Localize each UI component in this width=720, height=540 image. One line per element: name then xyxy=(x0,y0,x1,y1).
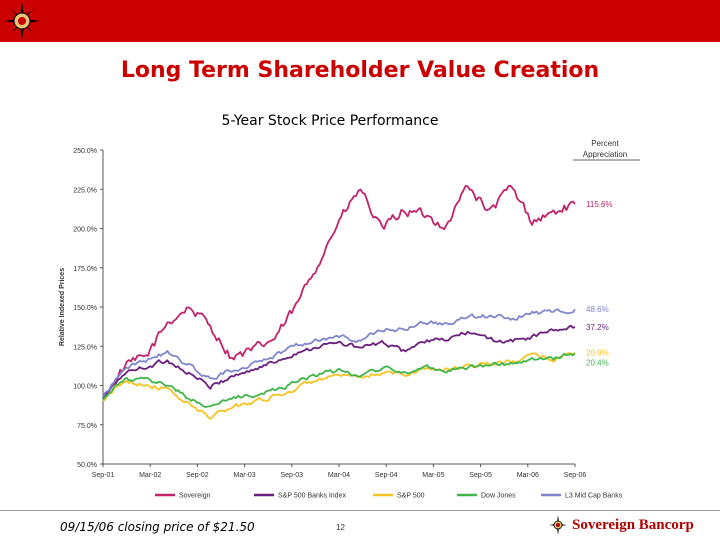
legend-label-l3midcapbanks: L3 Mid Cap Banks xyxy=(565,493,623,500)
x-tick-label: Mar-03 xyxy=(234,472,256,479)
x-tick-label: Sep-06 xyxy=(564,472,587,479)
legend-label-dowjones: Dow Jones xyxy=(481,493,516,500)
series-line-l3midcapbanks xyxy=(102,308,576,397)
page-number: 12 xyxy=(336,523,345,532)
legend-label-sovereign: Sovereign xyxy=(179,493,211,500)
x-tick-label: Sep-05 xyxy=(469,472,492,479)
x-tick-label: Mar-06 xyxy=(517,472,539,479)
x-tick-label: Sep-01 xyxy=(92,472,115,479)
y-tick-label: 250.0% xyxy=(73,148,97,155)
y-tick-label: 75.0% xyxy=(77,423,97,430)
series-line-sp500 xyxy=(102,352,576,420)
series-line-sp500banks xyxy=(102,324,576,399)
x-tick-label: Mar-02 xyxy=(139,472,161,479)
annotation-header-line2: Appreciation xyxy=(583,150,627,159)
x-tick-label: Mar-04 xyxy=(328,472,350,479)
y-tick-label: 175.0% xyxy=(73,266,97,273)
y-tick-label: 150.0% xyxy=(73,305,97,312)
sovereign-emblem-icon xyxy=(549,515,567,535)
x-tick-label: Sep-04 xyxy=(375,472,398,479)
annotation-header: Percent xyxy=(591,139,619,148)
end-label-sovereign: 115.6% xyxy=(586,200,613,209)
y-tick-label: 200.0% xyxy=(73,227,97,234)
x-tick-label: Sep-03 xyxy=(281,472,304,479)
end-label-sp500: 20.9% xyxy=(586,349,609,358)
brand-logo: Sovereign Bancorp xyxy=(548,514,694,536)
series-line-dowjones xyxy=(102,352,576,408)
series-line-sovereign xyxy=(102,184,576,399)
end-label-sp500banks: 37.2% xyxy=(586,323,609,332)
slide-title: Long Term Shareholder Value Creation xyxy=(120,58,600,83)
y-tick-label: 125.0% xyxy=(73,344,97,351)
legend-label-sp500: S&P 500 xyxy=(397,493,425,500)
x-tick-label: Sep-02 xyxy=(186,472,209,479)
legend-label-sp500banks: S&P 500 Banks Index xyxy=(278,493,346,500)
y-axis-label: Relative Indexed Prices xyxy=(59,268,66,346)
header-bar xyxy=(0,0,720,42)
x-tick-label: Mar-05 xyxy=(422,472,444,479)
brand-name: Sovereign Bancorp xyxy=(572,516,694,533)
end-label-dowjones: 20.4% xyxy=(586,359,609,368)
footer-divider xyxy=(0,510,720,511)
end-label-l3midcapbanks: 48.6% xyxy=(586,305,609,314)
chart-title: 5-Year Stock Price Performance xyxy=(221,113,439,129)
y-tick-label: 100.0% xyxy=(73,384,97,391)
footer-note: 09/15/06 closing price of $21.50 xyxy=(60,520,255,534)
sovereign-crest-icon xyxy=(4,2,40,40)
y-tick-label: 50.0% xyxy=(77,462,97,469)
line-chart: 250.0% 225.0% 200.0% 175.0% 150.0% 125.0% 100.… xyxy=(59,139,640,500)
y-tick-label: 225.0% xyxy=(73,187,97,194)
